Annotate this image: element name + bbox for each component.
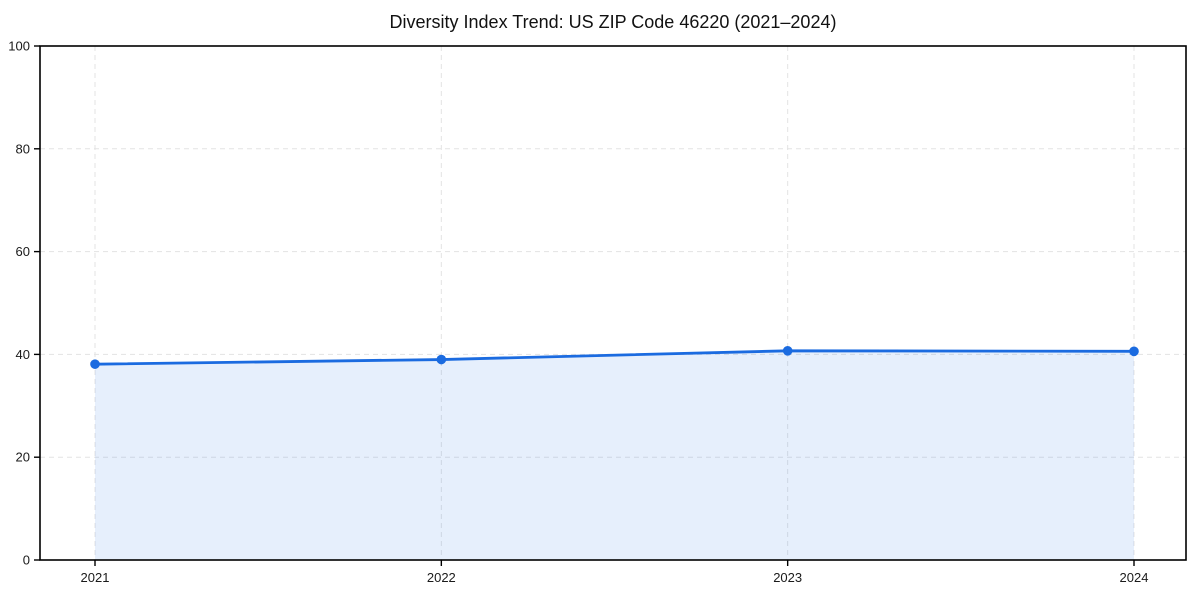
y-tick-label: 0 (23, 553, 30, 568)
chart-title: Diversity Index Trend: US ZIP Code 46220… (389, 12, 837, 32)
area-fill (95, 350, 1134, 560)
gridlines (40, 46, 1186, 560)
y-axis: 0 20 40 60 80 100 (8, 39, 40, 568)
data-point-2022 (436, 354, 447, 365)
y-tick-label: 20 (16, 450, 30, 465)
y-tick-label: 100 (8, 39, 30, 54)
y-tick-label: 80 (16, 141, 30, 156)
x-tick-label-2024: 2024 (1120, 570, 1149, 585)
y-tick-label: 60 (16, 244, 30, 259)
data-point-2021 (90, 359, 100, 369)
data-point-2024 (1129, 346, 1139, 357)
plot-border (39, 45, 1187, 561)
x-tick-label-2022: 2022 (427, 570, 456, 585)
x-tick-label-2021: 2021 (81, 570, 110, 585)
data-points (90, 346, 1139, 369)
y-tick-label: 40 (16, 347, 30, 362)
x-tick-label-2023: 2023 (773, 570, 802, 585)
x-axis: 2021 2022 2023 2024 (81, 560, 1149, 585)
trend-line (93, 349, 1136, 366)
data-point-2023 (782, 346, 793, 356)
